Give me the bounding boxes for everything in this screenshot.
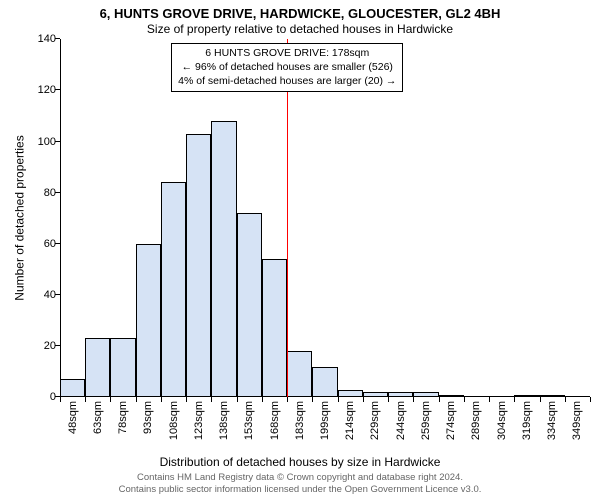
histogram-bar — [186, 134, 211, 397]
y-axis-line — [60, 39, 61, 397]
x-tick-cell: 48sqm 63sqm 78sqm 93sqm 108sqm 123sqm 138sqm 15… — [60, 397, 590, 455]
x-tick-label: 319sqm — [521, 401, 533, 440]
info-box-line: 6 HUNTS GROVE DRIVE: 178sqm — [178, 47, 396, 61]
histogram-bar — [287, 351, 312, 397]
plot-area: 6 HUNTS GROVE DRIVE: 178sqm← 96% of deta… — [60, 39, 590, 397]
attribution-line: Contains HM Land Registry data © Crown c… — [10, 472, 590, 484]
x-tick-label: 289sqm — [470, 401, 482, 440]
y-tick-label: 120 — [38, 84, 56, 96]
x-tick-label: 63sqm — [92, 401, 104, 434]
x-ticks-row: 48sqm 63sqm 78sqm 93sqm 108sqm 123sqm 138sqm 15… — [10, 397, 590, 455]
y-tick-label: 80 — [44, 187, 56, 199]
histogram-bar — [110, 338, 135, 397]
chart-subtitle: Size of property relative to detached ho… — [10, 22, 590, 37]
x-tick-label: 274sqm — [445, 401, 457, 440]
y-tick-cell: 020406080100120140 — [30, 39, 60, 397]
x-tick-label: 123sqm — [193, 401, 205, 440]
histogram-bar — [237, 213, 262, 397]
x-tick-label: 334sqm — [546, 401, 558, 440]
chart-container: 6, HUNTS GROVE DRIVE, HARDWICKE, GLOUCES… — [0, 0, 600, 500]
plot-row: Number of detached properties 0204060801… — [10, 39, 590, 397]
attribution: Contains HM Land Registry data © Crown c… — [10, 472, 590, 496]
y-tick-label: 0 — [50, 391, 56, 403]
y-tick-label: 40 — [44, 289, 56, 301]
y-axis-label: Number of detached properties — [13, 136, 27, 301]
x-tick-label: 93sqm — [142, 401, 154, 434]
spacer — [30, 397, 60, 455]
y-tick-label: 100 — [38, 136, 56, 148]
x-tick-label: 153sqm — [243, 401, 255, 440]
x-tick-label: 214sqm — [344, 401, 356, 440]
y-tick-label: 140 — [38, 33, 56, 45]
x-tick-label: 138sqm — [218, 401, 230, 440]
histogram-bar — [161, 182, 186, 397]
marker-line — [287, 39, 288, 397]
histogram-bar — [85, 338, 110, 397]
x-tick-label: 199sqm — [319, 401, 331, 440]
attribution-line: Contains public sector information licen… — [10, 484, 590, 496]
x-tick-label: 48sqm — [67, 401, 79, 434]
histogram-bar — [211, 121, 236, 397]
x-tick-label: 168sqm — [269, 401, 281, 440]
x-axis-label: Distribution of detached houses by size … — [10, 455, 590, 469]
info-box-line: 4% of semi-detached houses are larger (2… — [178, 75, 396, 89]
x-tick-label: 78sqm — [117, 401, 129, 434]
info-box: 6 HUNTS GROVE DRIVE: 178sqm← 96% of deta… — [171, 43, 403, 92]
info-box-line: ← 96% of detached houses are smaller (52… — [178, 61, 396, 75]
x-tick-label: 244sqm — [395, 401, 407, 440]
x-tick-label: 229sqm — [369, 401, 381, 440]
plot-cell: 6 HUNTS GROVE DRIVE: 178sqm← 96% of deta… — [60, 39, 590, 397]
y-axis-label-cell: Number of detached properties — [10, 39, 30, 397]
y-tick-label: 20 — [44, 340, 56, 352]
x-tick-label: 259sqm — [420, 401, 432, 440]
histogram-bar — [60, 379, 85, 397]
histogram-bar — [136, 244, 161, 397]
y-tick-label: 60 — [44, 238, 56, 250]
x-tick-label: 108sqm — [168, 401, 180, 440]
chart-title: 6, HUNTS GROVE DRIVE, HARDWICKE, GLOUCES… — [10, 6, 590, 22]
x-tick-label: 349sqm — [571, 401, 583, 440]
x-tick-label: 304sqm — [496, 401, 508, 440]
histogram-bar — [312, 367, 337, 398]
x-tick-label: 183sqm — [294, 401, 306, 440]
histogram-bar — [262, 259, 287, 397]
x-tick-mark — [590, 397, 591, 402]
spacer — [10, 397, 30, 455]
